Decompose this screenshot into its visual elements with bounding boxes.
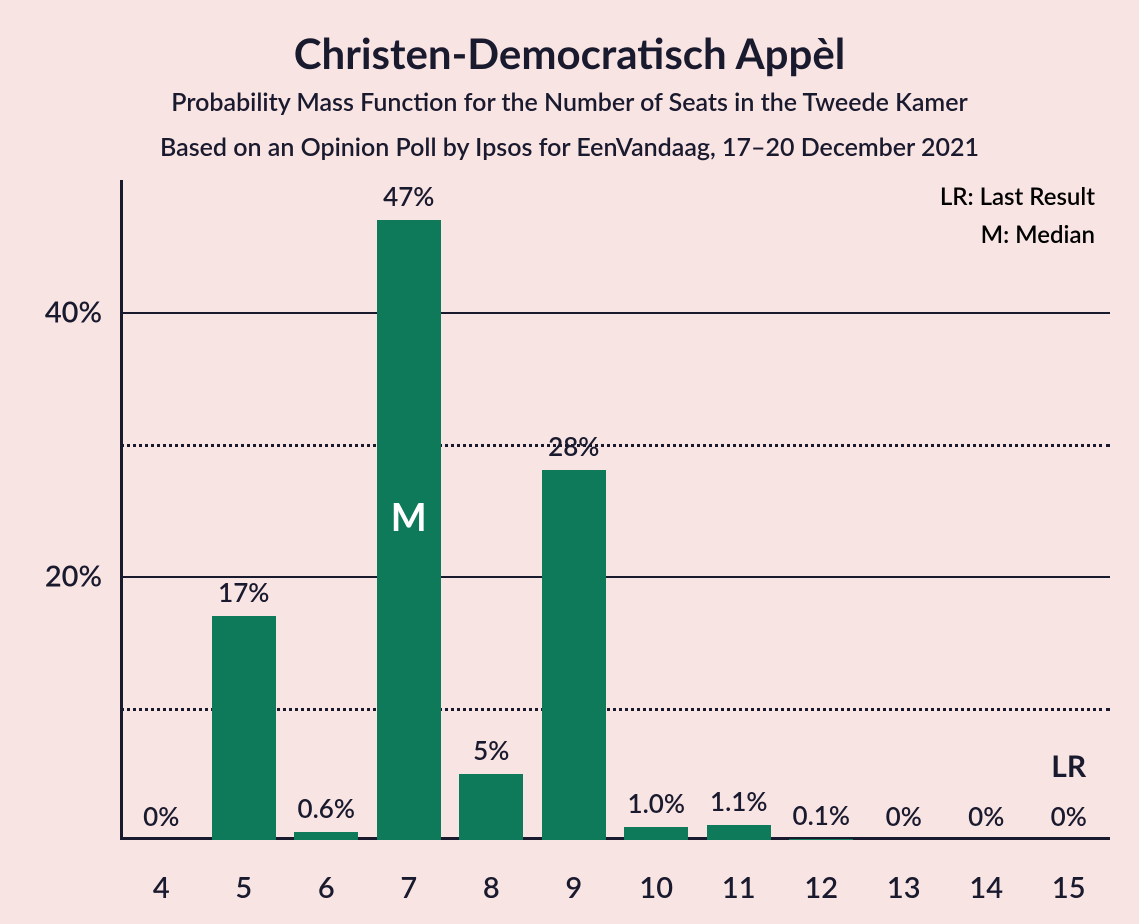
bar-value-label: 0% <box>143 800 179 832</box>
bar-value-label: 0% <box>1051 800 1087 832</box>
bar-value-label: 1.1% <box>710 785 767 817</box>
y-axis <box>120 180 123 840</box>
y-tick-label: 40% <box>0 295 102 330</box>
x-tick-label: 15 <box>1052 870 1086 905</box>
bar-value-label: 28% <box>548 430 599 462</box>
bar-value-label: 0% <box>886 800 922 832</box>
bar-value-label: 17% <box>218 576 269 608</box>
x-tick-label: 9 <box>565 870 582 905</box>
bar <box>707 825 771 840</box>
chart-title: Christen-Democratisch Appèl <box>0 28 1139 78</box>
bar-value-label: 1.0% <box>628 787 685 819</box>
bar <box>542 470 606 840</box>
last-result-marker: LR <box>1051 748 1086 784</box>
bar-value-label: 0.1% <box>793 799 850 831</box>
gridline-minor <box>120 444 1110 447</box>
gridline-major <box>120 312 1110 314</box>
x-tick-label: 8 <box>483 870 500 905</box>
x-tick-label: 12 <box>804 870 838 905</box>
chart-subtitle-1: Probability Mass Function for the Number… <box>0 87 1139 117</box>
y-tick-label: 20% <box>0 559 102 594</box>
chart-subtitle-2: Based on an Opinion Poll by Ipsos for Ee… <box>0 132 1139 162</box>
x-tick-label: 5 <box>235 870 252 905</box>
bar-value-label: 5% <box>473 734 509 766</box>
bar <box>789 839 853 840</box>
x-tick-label: 13 <box>887 870 921 905</box>
median-marker: M <box>391 494 427 540</box>
x-tick-label: 7 <box>400 870 417 905</box>
x-tick-label: 14 <box>969 870 1003 905</box>
x-tick-label: 4 <box>153 870 170 905</box>
x-tick-label: 11 <box>722 870 756 905</box>
bar-value-label: 47% <box>383 180 434 212</box>
plot-area: 0% 17% 0.6% 47% M 5% 28% 1.0% 1.1% 0.1% 0% 0% LR 0% <box>120 180 1110 840</box>
bar <box>459 774 523 840</box>
x-tick-label: 10 <box>639 870 673 905</box>
bar <box>624 827 688 840</box>
x-tick-label: 6 <box>318 870 335 905</box>
bar <box>212 616 276 840</box>
bar <box>294 832 358 840</box>
chart-container: Christen-Democratisch Appèl Probability … <box>0 0 1139 924</box>
bar-value-label: 0% <box>968 800 1004 832</box>
bar-value-label: 0.6% <box>298 792 355 824</box>
